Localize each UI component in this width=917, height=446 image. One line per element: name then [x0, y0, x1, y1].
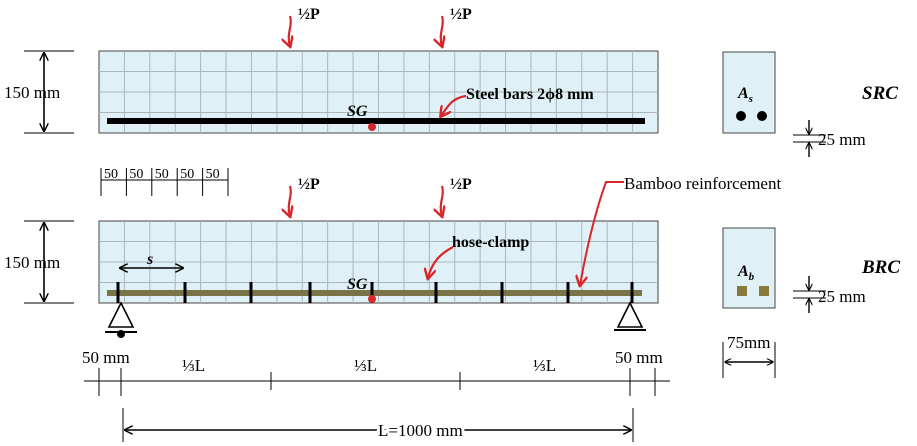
- spacing-label: 50: [104, 167, 118, 182]
- brc-height-dimension: [24, 220, 74, 304]
- src-height-dimension: [24, 50, 74, 134]
- brc-load-right: [441, 185, 443, 216]
- src-sg-label: SG: [347, 103, 368, 120]
- brc-area-label: Ab: [737, 263, 755, 283]
- brc-load-left: [289, 185, 291, 216]
- brc-load-left-label: ½P: [298, 176, 320, 193]
- left-overhang-label: 50 mm: [82, 348, 130, 367]
- clamp-spacing-label: s: [146, 251, 153, 268]
- src-beam: [98, 50, 659, 134]
- right-support: [614, 301, 646, 331]
- src-steel-pointer-icon: [441, 94, 467, 116]
- right-overhang-label: 50 mm: [615, 348, 663, 367]
- steel-bar-dot: [757, 111, 767, 121]
- total-span-dimension: [122, 408, 634, 442]
- src-cover-label: 25 mm: [818, 130, 866, 149]
- spacing-label: 50: [155, 167, 169, 182]
- src-strain-gauge-dot: [368, 123, 376, 131]
- spacing-label: 50: [180, 167, 194, 182]
- src-type-label: SRC: [862, 83, 898, 104]
- pin-support-icon: [107, 301, 135, 328]
- src-area-label: As: [737, 85, 753, 105]
- red-arrow-icon: [289, 15, 291, 46]
- brc-height-label: 150 mm: [4, 253, 60, 272]
- clamp-pointer-icon: [428, 246, 454, 278]
- src-load-left: [289, 15, 291, 46]
- brc-sg-label: SG: [347, 276, 368, 293]
- brc-width-dimension: [722, 342, 776, 378]
- src-cross-section: [722, 51, 776, 134]
- brc-bamboo-label: Bamboo reinforcement: [624, 174, 781, 193]
- steel-bar-dot: [736, 111, 746, 121]
- brc-width-label: 75mm: [727, 333, 770, 352]
- brc-beam-grid: [99, 221, 658, 303]
- third-span-label-1: ⅓L: [182, 356, 205, 375]
- brc-strain-gauge-dot: [368, 295, 376, 303]
- brc-load-right-label: ½P: [450, 176, 472, 193]
- bamboo-strip-square: [737, 286, 747, 296]
- span-dimension-line: [84, 368, 670, 396]
- src-load-left-label: ½P: [298, 6, 320, 23]
- brc-cover-dimension: [793, 276, 826, 313]
- total-span-label: L=1000 mm: [378, 421, 463, 440]
- left-support: [105, 301, 137, 338]
- brc-cross-section: [722, 227, 776, 309]
- brc-type-label: BRC: [861, 257, 900, 278]
- red-arrow-icon: [441, 15, 443, 46]
- third-span-label-2: ⅓L: [354, 356, 377, 375]
- src-height-label: 150 mm: [4, 83, 60, 102]
- src-load-right-label: ½P: [450, 6, 472, 23]
- third-span-label-3: ⅓L: [533, 356, 556, 375]
- src-steel-label: Steel bars 2ϕ8 mm: [466, 86, 594, 103]
- spacing-ruler: 50 50 50 50 50: [100, 167, 229, 196]
- brc-beam: [98, 220, 659, 304]
- bamboo-strip-square: [759, 286, 769, 296]
- red-arrow-icon: [289, 185, 291, 216]
- src-load-right: [441, 15, 443, 46]
- spacing-label: 50: [206, 167, 220, 182]
- roller-support-icon: [616, 301, 644, 328]
- brc-clamp-label: hose-clamp: [452, 234, 529, 251]
- spacing-label: 50: [129, 167, 143, 182]
- bamboo-pointer-icon: [580, 181, 624, 285]
- src-cover-dimension: [793, 120, 826, 157]
- brc-cover-label: 25 mm: [818, 287, 866, 306]
- red-arrow-icon: [441, 185, 443, 216]
